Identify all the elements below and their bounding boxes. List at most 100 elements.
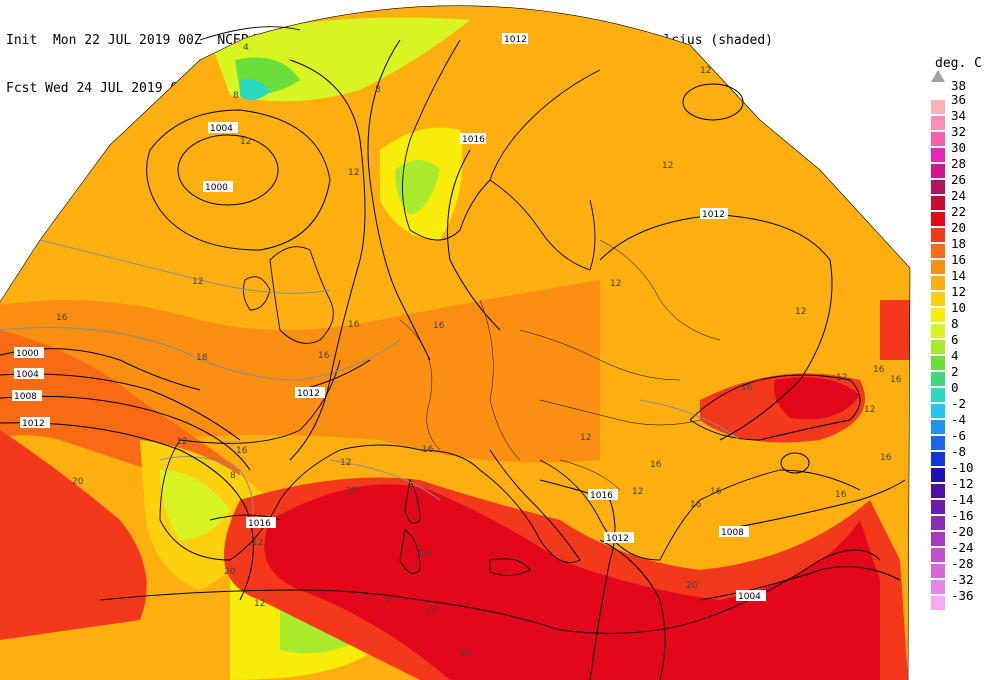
britain-coast xyxy=(269,246,334,344)
legend-swatch xyxy=(931,244,945,258)
isobar-1008-west xyxy=(0,395,251,471)
legend-label: -10 xyxy=(951,460,974,475)
legend-label: 2 xyxy=(951,364,959,379)
isobar-1012-greece xyxy=(599,539,666,680)
field-east-edge-red xyxy=(880,300,910,360)
shaded-field xyxy=(0,5,910,680)
legend-swatch xyxy=(931,116,945,130)
legend-swatch xyxy=(931,548,945,562)
dewpoint-label: 20 xyxy=(418,549,430,559)
dewpoint-contour-gulf xyxy=(329,459,441,501)
dewpoint-label: 16 xyxy=(690,500,702,510)
legend-swatch xyxy=(931,164,945,178)
legend-label: -14 xyxy=(951,492,974,507)
legend-label: -24 xyxy=(951,540,974,555)
legend-swatch xyxy=(931,308,945,322)
dewpoint-label: 12 xyxy=(240,137,251,147)
legend-label: -16 xyxy=(951,508,974,523)
legend-swatch xyxy=(931,484,945,498)
coastlines xyxy=(99,26,881,634)
dewpoint-label: 12 xyxy=(700,66,711,76)
isobar-1008-turkey xyxy=(719,479,906,531)
isobar-1008-atlantic-north xyxy=(289,59,366,461)
legend-label: -8 xyxy=(951,444,967,459)
dewpoint-label: 12 xyxy=(426,605,437,615)
dewpoint-label: 20 xyxy=(224,567,236,577)
isobar-label: 1000 xyxy=(205,183,228,193)
dewpoint-label: 16 xyxy=(873,365,885,375)
legend-label: 14 xyxy=(951,268,967,283)
legend-swatch xyxy=(931,372,945,386)
dewpoint-label: 8 xyxy=(230,471,236,481)
dewpoint-label: 4 xyxy=(243,43,249,53)
dewpoint-label: 20 xyxy=(345,486,357,496)
dewpoint-label: 12 xyxy=(632,487,643,497)
legend-swatch xyxy=(931,356,945,370)
dewpoint-label: 20 xyxy=(72,477,84,487)
baltic-coast xyxy=(489,179,596,271)
dewpoint-label: 12 xyxy=(348,168,359,178)
dewpoint-label: 8 xyxy=(233,91,239,101)
border-hungary-romania xyxy=(539,399,701,426)
dewpoint-label: 12 xyxy=(662,161,673,171)
dewpoint-label: 12 xyxy=(795,307,806,317)
dewpoint-label: 16 xyxy=(890,375,902,385)
corsica-coast xyxy=(404,478,421,524)
legend-label: -36 xyxy=(951,588,974,603)
dewpoint-label: 12 xyxy=(864,405,875,415)
dewpoint-label: 12 xyxy=(340,458,351,468)
legend-swatch xyxy=(931,596,945,610)
field-atlantic-red xyxy=(0,430,147,640)
isobar-labels: 1012 1004 1000 1016 1012 1000 1004 1008 … xyxy=(12,33,766,602)
dewpoint-label: 16 xyxy=(741,383,753,393)
field-cyan-north xyxy=(240,79,270,101)
legend-swatch xyxy=(931,564,945,578)
legend-label: -6 xyxy=(951,428,967,443)
dewpoint-contour-iberia xyxy=(159,456,254,531)
field-blacksea-red xyxy=(774,377,860,420)
dewpoint-label: 12 xyxy=(580,433,591,443)
italy-coast xyxy=(419,449,581,563)
legend-swatch xyxy=(931,324,945,338)
legend-swatch xyxy=(931,420,945,434)
dewpoint-contour-16 xyxy=(0,327,401,381)
dewpoint-label: 4 xyxy=(385,595,391,605)
legend-label: 16 xyxy=(951,252,967,267)
legend-label: -28 xyxy=(951,556,974,571)
isobar-1012-russia xyxy=(599,214,833,441)
dewpoint-label: 12 xyxy=(192,277,203,287)
legend-swatch xyxy=(931,100,945,114)
sardinia-coast xyxy=(399,529,421,574)
legend-label: 20 xyxy=(951,220,967,235)
border-france-germany xyxy=(399,319,441,451)
isobar-label: 1012 xyxy=(504,35,527,45)
legend-label: -20 xyxy=(951,524,974,539)
dewpoint-labels: 4 8 8 12 12 12 12 12 16 16 16 16 18 12 1… xyxy=(56,43,902,659)
legend-swatch xyxy=(931,532,945,546)
isobar-label: 1016 xyxy=(462,135,485,145)
legend-label: 0 xyxy=(951,380,959,395)
legend-label: 8 xyxy=(951,316,959,331)
legend-swatch xyxy=(931,228,945,242)
dewpoint-label: 16 xyxy=(318,351,330,361)
legend-label: -12 xyxy=(951,476,974,491)
field-mediterranean-red xyxy=(264,484,880,680)
legend-label: -4 xyxy=(951,412,967,427)
legend-swatch xyxy=(931,260,945,274)
north-africa-coast xyxy=(99,549,881,634)
legend-label: 6 xyxy=(951,332,959,347)
isobar-label: 1012 xyxy=(297,389,320,399)
legend-swatch xyxy=(931,212,945,226)
legend-swatch xyxy=(931,468,945,482)
dewpoint-label: 16 xyxy=(710,487,722,497)
legend-swatch xyxy=(931,196,945,210)
dewpoint-label: 12 xyxy=(836,373,847,383)
dewpoint-label: 16 xyxy=(348,320,360,330)
legend-label: 10 xyxy=(951,300,967,315)
isobar-label: 1004 xyxy=(16,370,39,380)
legend-label: 18 xyxy=(951,236,967,251)
legend-label: 36 xyxy=(951,92,967,107)
dewpoint-label: 16 xyxy=(650,460,662,470)
dewpoint-label: 20 xyxy=(460,649,472,659)
isobar-1012-east-north xyxy=(682,83,744,121)
